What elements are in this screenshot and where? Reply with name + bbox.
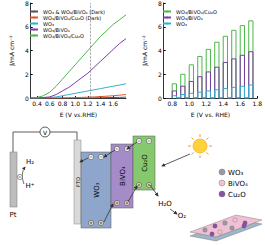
svg-text:WO₃/BiVO₄: WO₃/BiVO₄ (43, 26, 70, 33)
svg-text:J/mA cm⁻²: J/mA cm⁻² (8, 35, 16, 67)
svg-text:BiVO₄: BiVO₄ (228, 180, 248, 188)
svg-text:WO₃ & WO₃/BiVO₄ (Dark): WO₃ & WO₃/BiVO₄ (Dark) (43, 8, 105, 15)
svg-text:1.2: 1.2 (201, 100, 211, 107)
svg-text:8: 8 (25, 0, 29, 7)
svg-text:1.0: 1.0 (184, 100, 194, 107)
svg-text:WO₃/BiVO₄/Cu₂O (Dark): WO₃/BiVO₄/Cu₂O (Dark) (43, 14, 102, 21)
svg-text:Cu₂O: Cu₂O (141, 154, 149, 172)
svg-text:0.4: 0.4 (32, 100, 42, 107)
svg-text:E (V vs.RHE): E (V vs.RHE) (60, 111, 97, 118)
svg-text:WO₃: WO₃ (228, 169, 243, 177)
svg-text:WO₃/BiVO₄/Cu₂O: WO₃/BiVO₄/Cu₂O (176, 8, 217, 15)
svg-text:H⁺: H⁺ (26, 182, 35, 190)
svg-text:1.6: 1.6 (235, 100, 245, 107)
svg-text:0: 0 (25, 95, 29, 102)
svg-text:1.6: 1.6 (109, 100, 119, 107)
svg-text:Cu₂O: Cu₂O (228, 191, 246, 199)
svg-text:0.8: 0.8 (167, 100, 177, 107)
svg-text:WO₃/BiVO₄: WO₃/BiVO₄ (176, 14, 203, 21)
svg-text:O₂: O₂ (178, 212, 187, 220)
svg-text:1.0: 1.0 (70, 100, 80, 107)
svg-text:0.8: 0.8 (58, 100, 68, 107)
svg-text:2: 2 (25, 71, 29, 78)
svg-text:H₂: H₂ (26, 158, 34, 166)
svg-text:8: 8 (158, 0, 162, 7)
svg-text:1.8: 1.8 (252, 100, 262, 107)
svg-text:E (V vs. RHE): E (V vs. RHE) (191, 111, 230, 118)
svg-text:H₂O: H₂O (158, 200, 172, 208)
svg-text:WO₃: WO₃ (93, 182, 101, 197)
svg-text:V: V (43, 129, 48, 136)
svg-text:2: 2 (158, 71, 162, 78)
svg-text:0: 0 (158, 95, 162, 102)
svg-text:4: 4 (25, 47, 29, 54)
svg-text:0.6: 0.6 (45, 100, 55, 107)
svg-text:Pt: Pt (10, 211, 17, 219)
svg-text:1.4: 1.4 (96, 100, 106, 107)
svg-text:4: 4 (158, 47, 162, 54)
svg-text:WO₃: WO₃ (43, 20, 54, 27)
svg-text:WO₃: WO₃ (176, 21, 187, 27)
svg-text:J/mA cm⁻²: J/mA cm⁻² (141, 35, 149, 67)
svg-text:1.2: 1.2 (83, 100, 93, 107)
svg-text:6: 6 (158, 23, 162, 30)
svg-text:BiVO₄: BiVO₄ (119, 166, 127, 186)
svg-text:WO₃/BiVO₄/Cu₂O: WO₃/BiVO₄/Cu₂O (43, 33, 84, 39)
svg-text:FTO: FTO (75, 177, 81, 187)
svg-text:1.4: 1.4 (218, 100, 228, 107)
svg-text:6: 6 (25, 23, 29, 30)
